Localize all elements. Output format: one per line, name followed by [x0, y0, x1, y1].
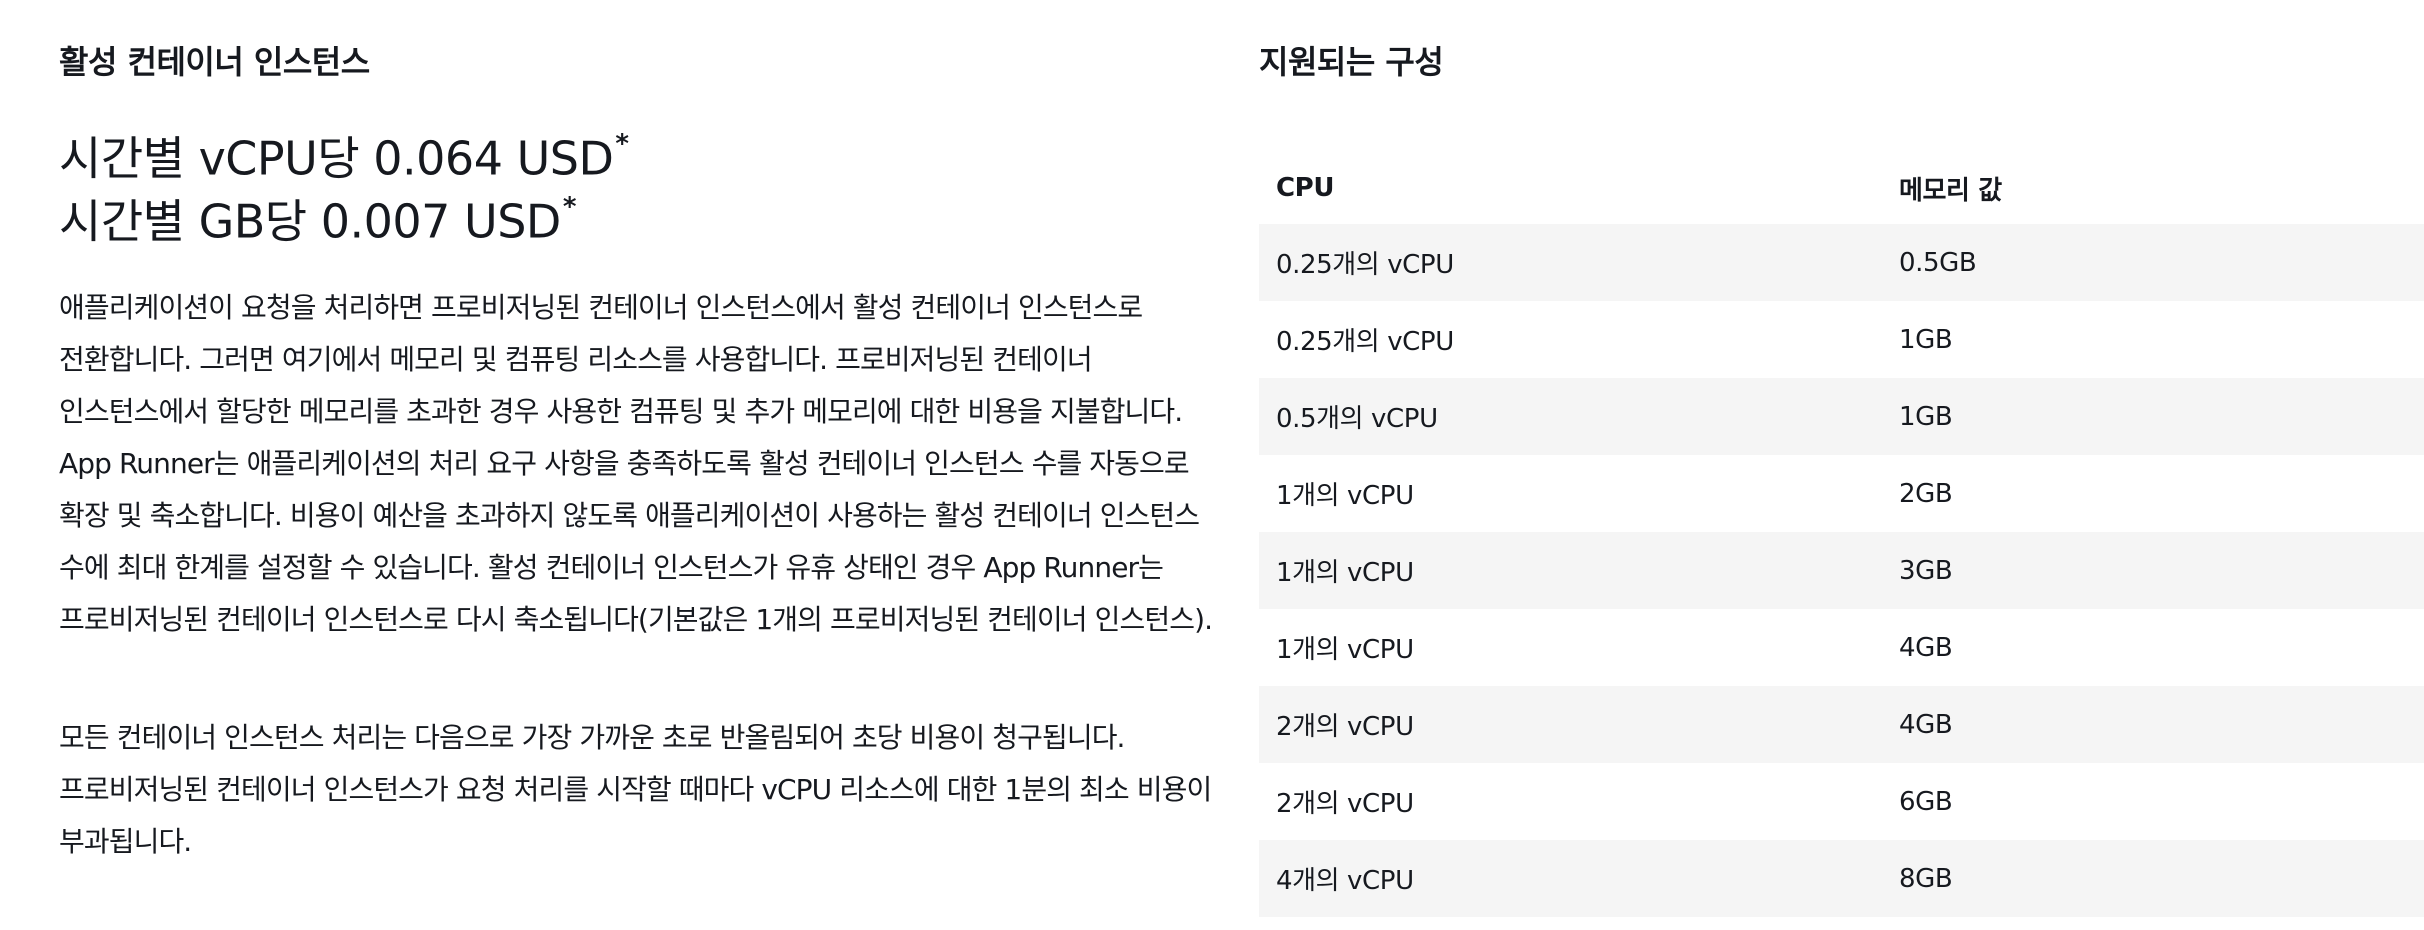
- memory-cell: 1GB: [1899, 324, 1953, 355]
- table-row: 1개의 vCPU 2GB: [1259, 455, 2424, 532]
- section-heading: 지원되는 구성: [1259, 43, 1444, 81]
- table-row: 0.25개의 vCPU 0.5GB: [1259, 224, 2424, 301]
- table-row: 1개의 vCPU 4GB: [1259, 609, 2424, 686]
- memory-cell: 4GB: [1899, 632, 1953, 663]
- table-row: 2개의 vCPU 4GB: [1259, 686, 2424, 763]
- price-per-vcpu: 시간별 vCPU당 0.064 USD*: [59, 129, 629, 186]
- billing-paragraph: 모든 컨테이너 인스턴스 처리는 다음으로 가장 가까운 초로 반올림되어 초당…: [59, 721, 1212, 858]
- memory-cell: 8GB: [1882, 840, 2424, 917]
- description-paragraph: 애플리케이션이 요청을 처리하면 프로비저닝된 컨테이너 인스턴스에서 활성 컨…: [59, 291, 1213, 636]
- cpu-cell: 1개의 vCPU: [1276, 481, 1414, 511]
- footnote-mark: *: [615, 129, 629, 159]
- memory-cell: 2GB: [1899, 478, 1953, 509]
- table-row: 0.25개의 vCPU 1GB: [1259, 301, 2424, 378]
- memory-cell: 0.5GB: [1882, 224, 2424, 301]
- cpu-cell: 1개의 vCPU: [1276, 635, 1414, 665]
- footnote-mark: *: [562, 192, 577, 222]
- cpu-cell: 2개의 vCPU: [1276, 789, 1414, 819]
- cpu-cell: 0.25개의 vCPU: [1276, 327, 1454, 357]
- table-row: 0.5개의 vCPU 1GB: [1259, 378, 2424, 455]
- config-table: CPU 메모리 값 0.25개의 vCPU 0.5GB 0.25개의 vCPU …: [1259, 152, 2424, 917]
- table-row: 1개의 vCPU 3GB: [1259, 532, 2424, 609]
- table-header-row: CPU 메모리 값: [1259, 152, 2424, 224]
- table-row: 4개의 vCPU 8GB: [1259, 840, 2424, 917]
- section-heading: 활성 컨테이너 인스턴스: [59, 43, 370, 81]
- memory-cell: 3GB: [1882, 532, 2424, 609]
- memory-cell: 4GB: [1882, 686, 2424, 763]
- cpu-cell: 0.5개의 vCPU: [1259, 378, 1882, 455]
- memory-cell: 1GB: [1882, 378, 2424, 455]
- cpu-cell: 4개의 vCPU: [1259, 840, 1882, 917]
- memory-cell: 6GB: [1899, 786, 1953, 817]
- cpu-cell: 0.25개의 vCPU: [1259, 224, 1882, 301]
- column-header-memory: 메모리 값: [1899, 175, 2002, 206]
- price-per-gb: 시간별 GB당 0.007 USD*: [59, 192, 577, 249]
- cpu-cell: 1개의 vCPU: [1259, 532, 1882, 609]
- table-row: 2개의 vCPU 6GB: [1259, 763, 2424, 840]
- column-header-cpu: CPU: [1276, 173, 1335, 203]
- cpu-cell: 2개의 vCPU: [1259, 686, 1882, 763]
